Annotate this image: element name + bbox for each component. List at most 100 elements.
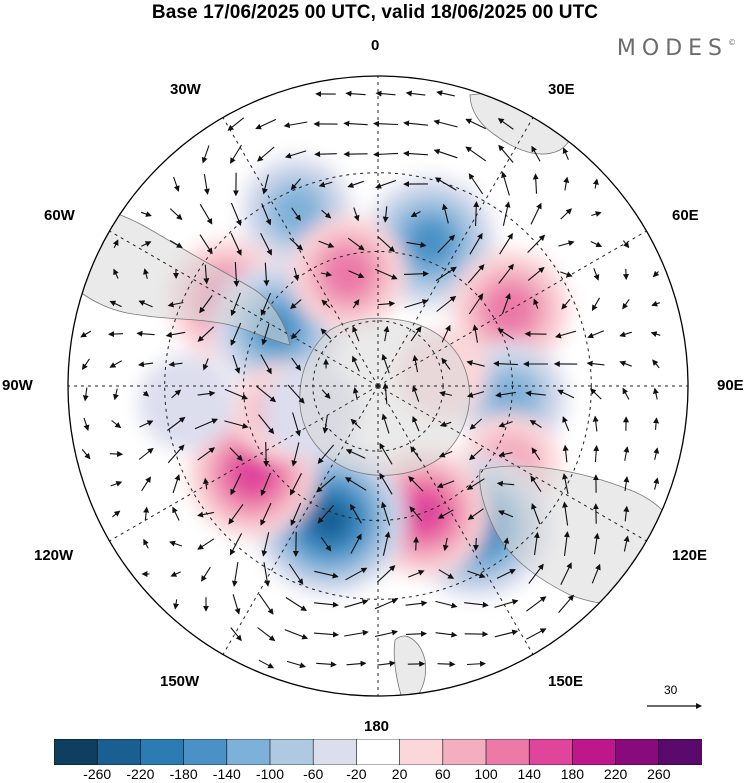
wind-vector-67 — [347, 237, 365, 251]
wind-vector-183 — [322, 415, 329, 434]
wind-vector-6 — [255, 118, 277, 130]
lon-label-30w: 30W — [170, 81, 201, 98]
wind-vector-270 — [170, 571, 181, 577]
wind-vector-2 — [375, 90, 396, 97]
wind-vector-31 — [261, 174, 269, 195]
wind-vector-233 — [653, 477, 660, 490]
wind-vector-228 — [496, 480, 515, 487]
wind-vector-66 — [318, 240, 335, 248]
wind-vector-73 — [527, 234, 546, 253]
wind-vector-181 — [258, 414, 275, 435]
wind-vector-65 — [289, 237, 304, 251]
colorbar-tick-label: -260 — [83, 766, 112, 782]
wind-vector-13 — [465, 118, 487, 130]
wind-vector-139 — [202, 358, 209, 371]
wind-vector-317 — [466, 660, 486, 667]
wind-vector-90 — [498, 263, 514, 284]
wind-vector-195 — [81, 449, 91, 460]
wind-vector-271 — [201, 566, 211, 582]
wind-vector-232 — [623, 476, 630, 491]
wind-vector-131 — [555, 330, 577, 339]
colorbar-segment-8 — [399, 739, 444, 765]
land-outlines — [69, 93, 688, 696]
wind-vector-62 — [199, 234, 213, 255]
wind-vector-60 — [141, 241, 152, 247]
lon-label-90w: 90W — [2, 377, 33, 394]
wind-vector-224 — [379, 472, 393, 495]
wind-vector-3 — [405, 90, 426, 97]
wind-vector-218 — [202, 477, 209, 490]
new-zealand-outline — [393, 635, 427, 696]
wind-vector-80 — [203, 264, 210, 285]
wind-vector-314 — [377, 660, 396, 667]
wind-vector-236 — [172, 506, 180, 521]
wind-vector-208 — [469, 447, 483, 461]
wind-vector-274 — [288, 563, 304, 585]
wind-vector-230 — [562, 473, 569, 495]
wind-vector-104 — [352, 299, 360, 309]
wind-vector-75 — [590, 241, 603, 248]
wind-vector-173 — [622, 387, 630, 400]
wind-vector-78 — [143, 268, 149, 279]
wind-vector-280 — [467, 570, 486, 579]
wind-vector-171 — [557, 389, 575, 399]
wind-vector-167 — [439, 390, 453, 397]
wind-vector-215 — [110, 480, 123, 487]
wind-vector-278 — [408, 569, 425, 578]
wind-vector-107 — [436, 295, 457, 312]
wind-vector-63 — [230, 232, 242, 256]
wind-vector-14 — [497, 118, 514, 130]
wind-vector-175 — [83, 417, 90, 432]
wind-vector-102 — [290, 299, 302, 310]
wind-vector-135 — [81, 358, 90, 371]
wind-vector-275 — [314, 570, 339, 579]
wind-vector-237 — [197, 511, 215, 518]
wind-vector-105 — [377, 300, 396, 307]
colorbar-segment-5 — [269, 739, 314, 765]
wind-vector-155 — [82, 387, 89, 402]
wind-vector-300 — [257, 627, 276, 642]
wind-vector-212 — [593, 445, 600, 463]
wind-vector-178 — [167, 416, 186, 431]
wind-vector-76 — [622, 240, 630, 249]
wind-vector-37 — [434, 177, 457, 191]
wind-vector-95 — [652, 270, 660, 278]
wind-vector-147 — [441, 357, 451, 370]
wind-vector-17 — [257, 146, 275, 162]
wind-vector-32 — [290, 178, 302, 191]
wind-vector-282 — [528, 563, 544, 584]
wind-vector-48 — [291, 207, 301, 222]
wind-vector-281 — [496, 569, 516, 579]
wind-vector-313 — [346, 660, 367, 667]
wind-vector-234 — [112, 510, 121, 518]
wind-vector-106 — [404, 299, 429, 309]
wind-vector-268 — [623, 535, 630, 552]
wind-vector-47 — [261, 203, 272, 226]
wind-vector-68 — [377, 236, 395, 253]
wind-vector-49 — [321, 209, 332, 219]
colorbar-tick-label: -140 — [212, 766, 241, 782]
wind-vector-57 — [560, 208, 573, 220]
lon-label-150e: 150E — [548, 673, 584, 690]
wind-vector-19 — [314, 151, 337, 158]
wind-vector-247 — [498, 510, 514, 518]
wind-vector-222 — [316, 475, 336, 493]
wind-vector-112 — [591, 297, 601, 312]
lon-label-60w: 60W — [44, 207, 75, 224]
wind-vector-256 — [261, 532, 270, 557]
wind-vector-56 — [530, 202, 542, 225]
wind-vectors — [80, 90, 661, 669]
wind-vector-117 — [136, 330, 155, 337]
anomaly-contour-5-2 — [484, 283, 537, 336]
wind-vector-211 — [562, 444, 569, 463]
wind-vector-272 — [231, 562, 239, 587]
wind-vector-254 — [197, 538, 215, 550]
wind-vector-198 — [167, 444, 185, 464]
colorbar-segment-9 — [442, 739, 487, 765]
wind-vector-118 — [165, 331, 186, 338]
wind-vector-43 — [140, 211, 152, 217]
wind-vector-213 — [623, 446, 630, 461]
wind-vector-33 — [318, 181, 333, 188]
colorbar-segment-12 — [572, 739, 617, 765]
colorbar-tick-label: -60 — [303, 766, 324, 782]
